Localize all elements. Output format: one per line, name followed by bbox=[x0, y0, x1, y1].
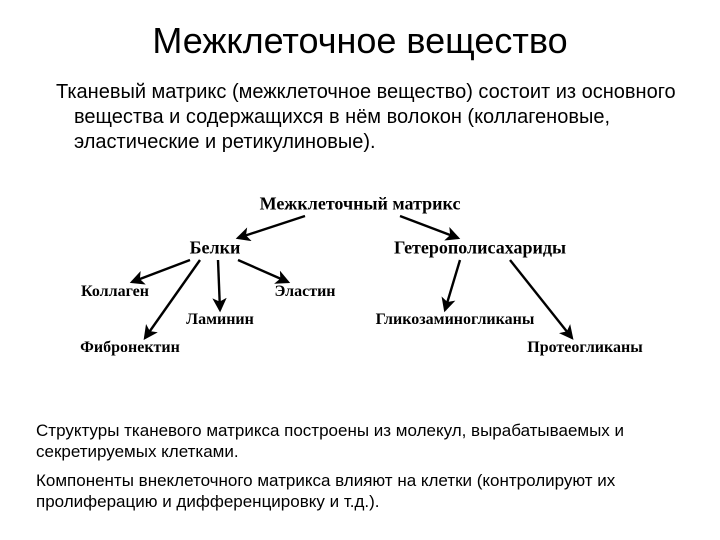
paragraph-2: Компоненты внеклеточного матрикса влияют… bbox=[36, 470, 684, 513]
tree-node-lamin: Ламинин bbox=[186, 311, 254, 329]
intro-paragraph: Тканевый матрикс (межклеточное вещество)… bbox=[36, 80, 684, 155]
tree-node-fibro: Фибронектин bbox=[80, 339, 180, 357]
tree-edge bbox=[132, 260, 190, 282]
tree-edge bbox=[445, 260, 460, 310]
tree-edge bbox=[238, 260, 288, 282]
tree-node-coll: Коллаген bbox=[81, 283, 149, 301]
tree-node-glyco: Гликозаминогликаны bbox=[376, 311, 535, 329]
slide-title: Межклеточное вещество bbox=[0, 20, 720, 62]
tree-node-prot: Белки bbox=[190, 238, 241, 259]
tree-node-root: Межклеточный матрикс bbox=[260, 194, 461, 215]
tree-edge bbox=[218, 260, 220, 310]
slide: Межклеточное вещество Тканевый матрикс (… bbox=[0, 0, 720, 540]
tree-node-proteo: Протеогликаны bbox=[527, 339, 642, 357]
tree-edge bbox=[238, 216, 305, 238]
matrix-tree-diagram: Межклеточный матрикс Белки Гетерополисахар… bbox=[60, 190, 660, 380]
paragraph-1: Структуры тканевого матрикса построены и… bbox=[36, 420, 684, 463]
tree-edge bbox=[400, 216, 458, 238]
tree-node-elast: Эластин bbox=[274, 283, 335, 301]
tree-node-hetero: Гетерополисахариды bbox=[394, 238, 566, 259]
